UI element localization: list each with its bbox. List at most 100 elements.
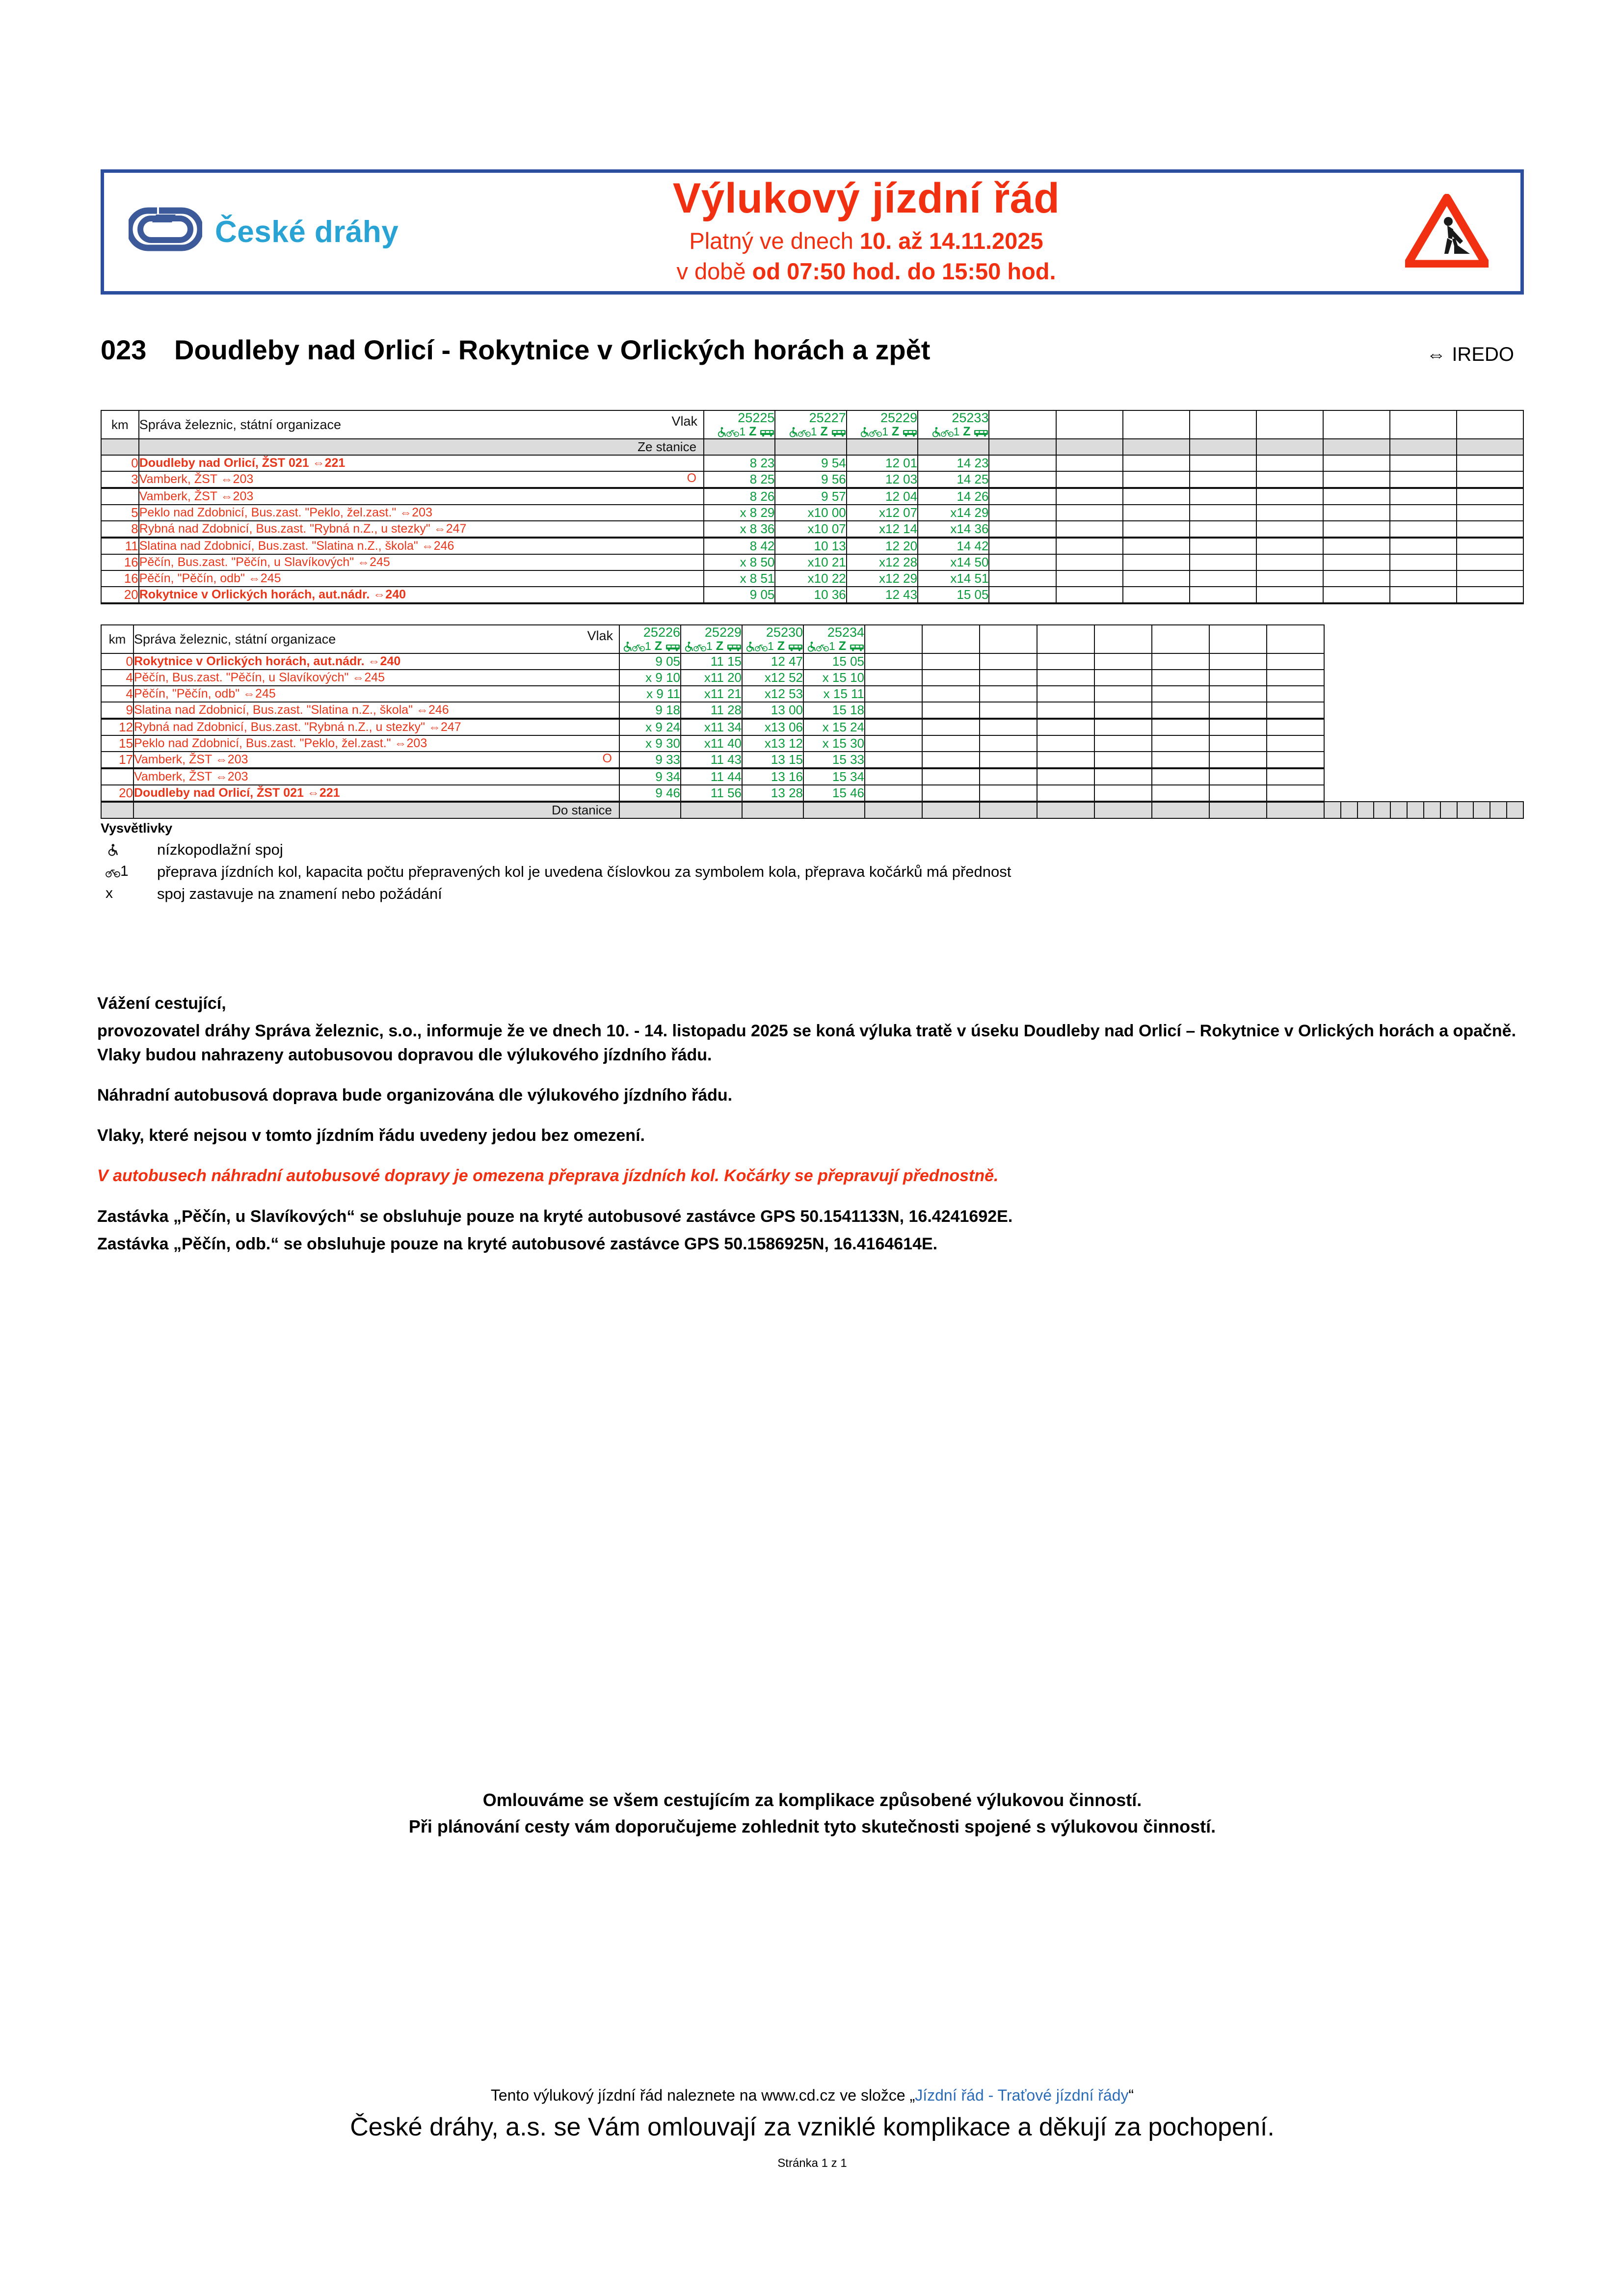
station-label: Peklo nad Zdobnicí, Bus.zast. "Peklo, že… xyxy=(139,506,432,520)
departure-time-cell: x10 00 xyxy=(774,504,847,522)
timetable-row: 4 Pěčín, Bus.zast. "Pěčín, u Slavíkových"… xyxy=(101,669,1523,687)
header-operator: Správa železnic, státní organizace Vlak xyxy=(133,624,620,654)
departure-time-cell: 8 23 xyxy=(703,455,776,472)
zone-label: Z xyxy=(712,639,727,653)
departure-time-cell: x13 12 xyxy=(742,735,804,753)
empty-cell xyxy=(1094,735,1152,753)
zone-label: Z xyxy=(888,425,903,439)
train-service-icons: 1 Z xyxy=(681,640,742,653)
validity-dates: 10. až 14.11.2025 xyxy=(859,228,1043,254)
empty-cell xyxy=(1055,520,1123,539)
band-cell xyxy=(1390,801,1408,819)
empty-cell xyxy=(1209,751,1267,769)
footer-folder-link[interactable]: Jízdní řád - Traťové jízdní řády xyxy=(915,2086,1129,2104)
band-cell xyxy=(1456,438,1524,456)
empty-cell xyxy=(988,487,1057,506)
empty-cell xyxy=(1255,554,1324,571)
empty-cell xyxy=(1122,520,1190,539)
bicycle-icon xyxy=(798,425,811,438)
empty-cell xyxy=(1322,554,1390,571)
timetable-body-return: 0 Rokytnice v Orlických horách, aut.nádr.… xyxy=(101,653,1523,803)
empty-cell xyxy=(922,784,980,803)
empty-cell xyxy=(1094,751,1152,769)
header-banner: České dráhy Výlukový jízdní řád Platný v… xyxy=(101,169,1524,295)
band-cell xyxy=(1473,801,1491,819)
empty-cell xyxy=(1122,471,1190,489)
header-vlak-label: Vlak xyxy=(671,414,698,429)
empty-column-header xyxy=(979,624,1038,654)
empty-cell xyxy=(1189,537,1257,555)
bike-capacity: 1 xyxy=(739,425,746,438)
station-name-cell: Vamberk, ŽST ⇔203 xyxy=(133,767,620,786)
station-name-cell: Pěčín, Bus.zast. "Pěčín, u Slavíkových" … xyxy=(133,669,620,687)
zone-label: Z xyxy=(835,639,850,653)
empty-cell xyxy=(1322,586,1390,605)
cd-logo-icon xyxy=(126,206,204,259)
zone-label: Z xyxy=(959,425,974,439)
band-cell xyxy=(1373,801,1391,819)
empty-cell xyxy=(988,504,1057,522)
timetable-row: 16 Pěčín, Bus.zast. "Pěčín, u Slavíkových… xyxy=(101,554,1524,571)
timetable-row: 15 Peklo nad Zdobnicí, Bus.zast. "Peklo, … xyxy=(101,735,1523,753)
empty-cell xyxy=(1456,504,1524,522)
band-km-cell xyxy=(101,438,139,456)
departure-time-cell: 13 28 xyxy=(742,784,804,803)
empty-cell xyxy=(864,685,923,703)
departure-time-cell: 10 36 xyxy=(774,586,847,605)
departure-time-cell: 12 43 xyxy=(846,586,919,605)
departure-time-cell: 12 20 xyxy=(846,537,919,555)
empty-cell xyxy=(1209,685,1267,703)
band-cell xyxy=(988,438,1057,456)
km-cell: 0 xyxy=(101,653,134,671)
timetable-body-outbound: 0 Doudleby nad Orlicí, ŽST 021 ⇔221 8 23 9 … xyxy=(101,455,1524,605)
band-cell xyxy=(1122,438,1190,456)
station-label: Vamberk, ŽST ⇔203 xyxy=(139,472,254,486)
empty-cell xyxy=(1055,455,1123,472)
wheelchair-icon xyxy=(101,841,157,858)
station-label: Rybná nad Zdobnicí, Bus.zast. "Rybná n.Z… xyxy=(134,720,461,734)
km-cell: 5 xyxy=(101,504,139,522)
band-cell xyxy=(1439,801,1458,819)
departure-time-cell: 12 03 xyxy=(846,471,919,489)
band-cell xyxy=(1357,801,1375,819)
km-cell: 17 xyxy=(101,751,134,769)
km-cell: 15 xyxy=(101,735,134,753)
empty-column-header xyxy=(1055,409,1123,440)
station-name-cell: Rokytnice v Orlických horách, aut.nádr. … xyxy=(138,586,705,605)
band-cell xyxy=(774,438,847,456)
timetable-row: 4 Pěčín, "Pěčín, odb" ⇔245 x 9 11 x11 21 x12… xyxy=(101,685,1523,703)
train-column-header: 25230 1 Z xyxy=(742,624,804,654)
empty-cell xyxy=(1389,586,1457,605)
legend-title: Vysvětlivky xyxy=(101,821,173,836)
empty-cell xyxy=(1266,718,1325,736)
train-number: 25230 xyxy=(766,625,803,640)
train-service-icons: 1 Z xyxy=(704,425,774,438)
departure-time-cell: 14 26 xyxy=(917,487,990,506)
departure-time-cell: 11 43 xyxy=(680,751,743,769)
band-cell xyxy=(1151,801,1210,819)
empty-cell xyxy=(1151,735,1210,753)
empty-cell xyxy=(1094,653,1152,671)
empty-cell xyxy=(1209,718,1267,736)
on-request-stop-icon: x xyxy=(106,885,113,901)
empty-column-header xyxy=(1322,409,1390,440)
empty-cell xyxy=(1266,702,1325,720)
empty-cell xyxy=(1255,570,1324,588)
iredo-logo: ⇔ IREDO xyxy=(1426,344,1514,366)
iredo-label: IREDO xyxy=(1452,344,1514,365)
route-name: Doudleby nad Orlicí - Rokytnice v Orlick… xyxy=(174,334,931,365)
empty-cell xyxy=(864,669,923,687)
bike-capacity: 1 xyxy=(810,425,817,438)
departure-time-cell: x12 28 xyxy=(846,554,919,571)
timetable-row: 12 Rybná nad Zdobnicí, Bus.zast. "Rybná n… xyxy=(101,718,1523,736)
train-number: 25227 xyxy=(809,410,846,425)
empty-cell xyxy=(1255,504,1324,522)
empty-cell xyxy=(1266,767,1325,786)
empty-cell xyxy=(1189,504,1257,522)
empty-column-header xyxy=(1255,409,1324,440)
empty-cell xyxy=(979,653,1038,671)
departure-time-cell: x14 50 xyxy=(917,554,990,571)
train-column-header: 25229 1 Z xyxy=(680,624,743,654)
station-label: Rybná nad Zdobnicí, Bus.zast. "Rybná n.Z… xyxy=(139,522,467,536)
empty-cell xyxy=(1055,537,1123,555)
